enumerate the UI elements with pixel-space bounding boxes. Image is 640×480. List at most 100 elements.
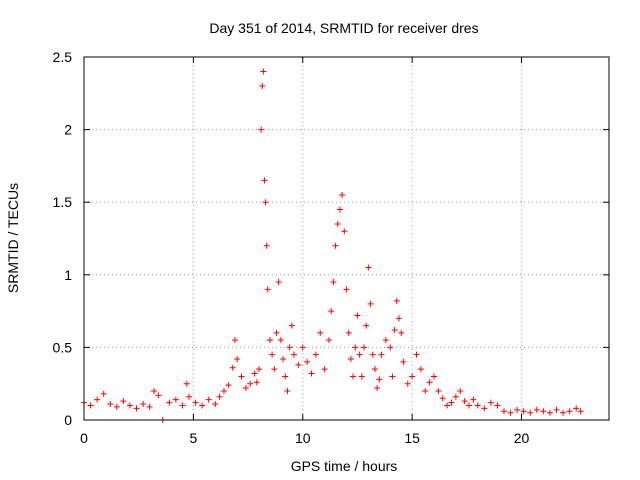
data-point <box>481 405 488 412</box>
data-point <box>422 387 429 394</box>
data-point <box>251 370 258 377</box>
data-point <box>238 373 245 380</box>
data-point <box>263 242 270 249</box>
data-point <box>553 406 560 413</box>
data-point <box>444 402 451 409</box>
data-point <box>256 366 262 373</box>
data-point <box>520 408 527 415</box>
data-point <box>426 379 433 386</box>
data-point <box>404 380 411 387</box>
data-point <box>126 402 133 409</box>
data-point <box>328 308 335 315</box>
data-point <box>258 126 265 133</box>
data-point <box>261 177 268 184</box>
data-point <box>566 408 573 415</box>
y-tick-label: 0.5 <box>53 339 73 355</box>
data-point <box>546 409 553 416</box>
data-point <box>507 409 514 416</box>
data-point <box>229 364 236 371</box>
data-point <box>474 402 481 409</box>
data-point <box>155 392 162 399</box>
x-tick-label: 15 <box>404 430 420 446</box>
data-point <box>280 356 287 363</box>
data-point <box>273 329 280 336</box>
data-point <box>461 398 468 405</box>
data-point <box>435 387 442 394</box>
data-point <box>225 382 232 389</box>
data-point <box>242 385 249 392</box>
data-point <box>354 312 361 319</box>
data-point <box>389 373 396 380</box>
data-point <box>332 242 339 249</box>
data-point <box>266 337 273 344</box>
data-point <box>400 358 407 365</box>
data-point <box>341 228 348 235</box>
data-point <box>457 387 464 394</box>
data-point <box>183 380 190 387</box>
data-point <box>358 373 365 380</box>
chart-title: Day 351 of 2014, SRMTID for receiver dre… <box>209 20 478 36</box>
data-point <box>339 191 346 198</box>
data-point <box>573 405 580 412</box>
data-point <box>448 399 455 406</box>
data-point <box>334 220 341 227</box>
data-point <box>264 286 271 293</box>
data-point <box>308 370 315 377</box>
data-point <box>363 322 370 329</box>
data-point <box>277 337 284 344</box>
data-point <box>376 376 383 383</box>
y-axis-label: SRMTID / TECUs <box>5 183 21 293</box>
data-point <box>371 366 378 373</box>
data-point <box>540 408 547 415</box>
data-point <box>560 409 567 416</box>
data-point <box>120 398 127 405</box>
data-point <box>369 351 376 358</box>
data-point <box>326 337 332 344</box>
data-point <box>494 402 501 409</box>
data-point <box>466 402 472 409</box>
y-tick-label: 2 <box>64 122 72 138</box>
data-point <box>262 199 269 206</box>
data-point <box>295 361 302 368</box>
data-point <box>221 387 227 394</box>
data-point <box>336 206 343 213</box>
data-point <box>361 344 367 351</box>
data-point <box>107 401 114 408</box>
data-point <box>431 373 437 380</box>
data-point <box>253 379 260 386</box>
x-tick-label: 20 <box>514 430 530 446</box>
data-points <box>81 68 584 423</box>
data-point <box>259 83 266 90</box>
data-point <box>533 406 540 413</box>
data-point <box>87 402 94 409</box>
data-point <box>146 403 153 410</box>
data-point <box>417 366 424 373</box>
data-point <box>212 401 219 408</box>
data-point <box>151 387 157 394</box>
data-point <box>365 264 372 271</box>
data-point <box>350 373 357 380</box>
data-point <box>260 68 267 75</box>
data-point <box>501 408 507 415</box>
data-point <box>192 399 199 406</box>
data-point <box>299 344 306 351</box>
data-point <box>452 393 459 400</box>
data-point <box>113 403 120 410</box>
data-point <box>439 395 446 402</box>
data-point <box>330 279 337 286</box>
data-point <box>345 329 352 336</box>
data-point <box>312 351 319 358</box>
data-point <box>378 351 385 358</box>
data-point <box>470 396 477 403</box>
data-point <box>396 315 402 322</box>
data-point <box>234 356 241 363</box>
data-point <box>321 366 328 373</box>
data-point <box>374 385 381 392</box>
data-point <box>398 329 405 336</box>
data-point <box>356 351 363 358</box>
data-point <box>231 337 238 344</box>
y-tick-label: 0 <box>64 412 72 428</box>
data-point <box>382 337 389 344</box>
data-point <box>347 356 354 363</box>
